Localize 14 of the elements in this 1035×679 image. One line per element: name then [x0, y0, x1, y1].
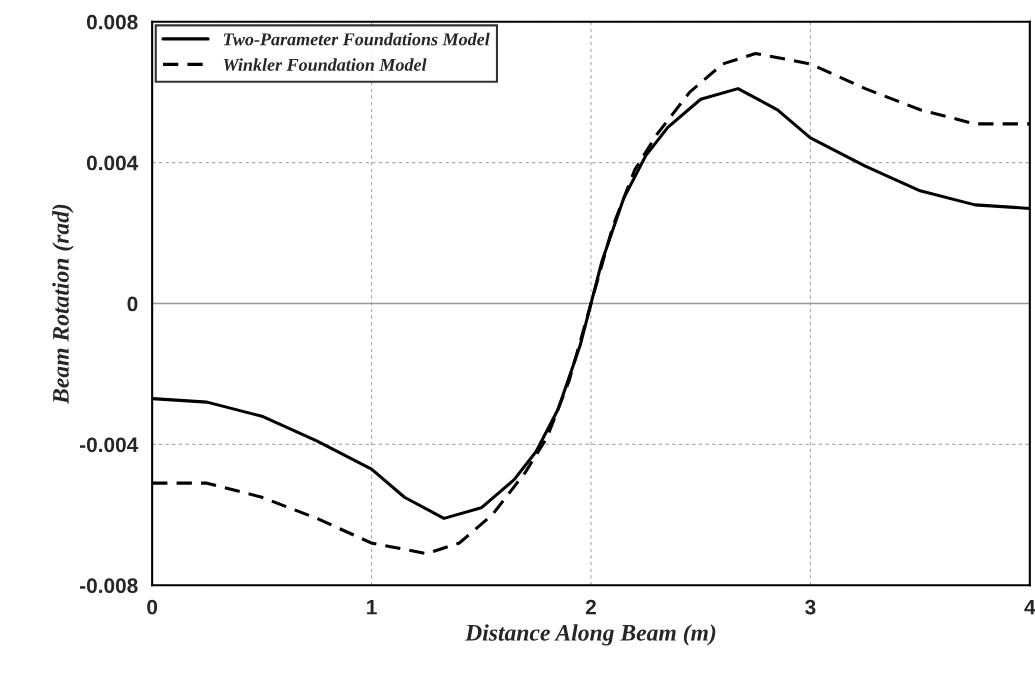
- x-tick-label: 1: [367, 599, 377, 615]
- x-tick-label: 3: [805, 599, 816, 615]
- x-tick-label: 4: [1024, 599, 1035, 615]
- y-tick-label: 0.008: [86, 14, 138, 30]
- x-axis-title: Distance Along Beam (m): [465, 624, 716, 646]
- y-tick-label: 0: [127, 296, 138, 312]
- y-tick-label: -0.004: [80, 437, 139, 453]
- x-tick-label: 0: [147, 599, 158, 615]
- y-tick-label: 0.004: [86, 155, 139, 171]
- y-axis-title: Beam Rotation (rad): [52, 204, 74, 405]
- x-tick-label: 2: [585, 599, 596, 615]
- y-tick-label: -0.008: [80, 578, 138, 594]
- legend-label: Winkler Foundation Model: [223, 58, 427, 71]
- legend-label: Two-Parameter Foundations Model: [223, 32, 490, 46]
